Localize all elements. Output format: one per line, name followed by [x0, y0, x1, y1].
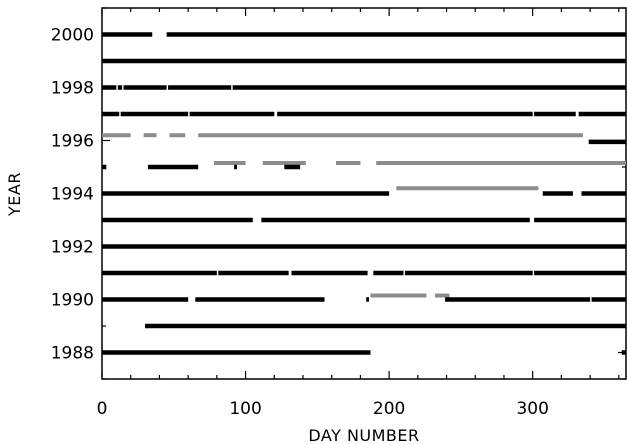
data-rows	[102, 32, 626, 355]
y-tick-label: 1994	[51, 185, 94, 205]
y-tick-label: 2000	[51, 26, 94, 46]
y-tick-label: 1990	[51, 291, 94, 311]
x-axis-label: DAY NUMBER	[308, 426, 419, 444]
x-tick-label: 0	[97, 399, 108, 419]
x-tick-label: 100	[229, 399, 261, 419]
y-tick-label: 1996	[51, 132, 94, 152]
y-tick-labels: 1988 1990 1992 1994 1996 1998 2000	[51, 26, 94, 364]
y-tick-label: 1998	[51, 79, 94, 99]
x-tick-label: 300	[516, 399, 548, 419]
y-tick-label: 1992	[51, 238, 94, 258]
x-tick-label: 200	[373, 399, 405, 419]
y-axis-label: YEAR	[5, 172, 24, 217]
y-tick-label: 1988	[51, 344, 94, 364]
x-tick-labels: 0 100 200 300	[97, 399, 549, 419]
